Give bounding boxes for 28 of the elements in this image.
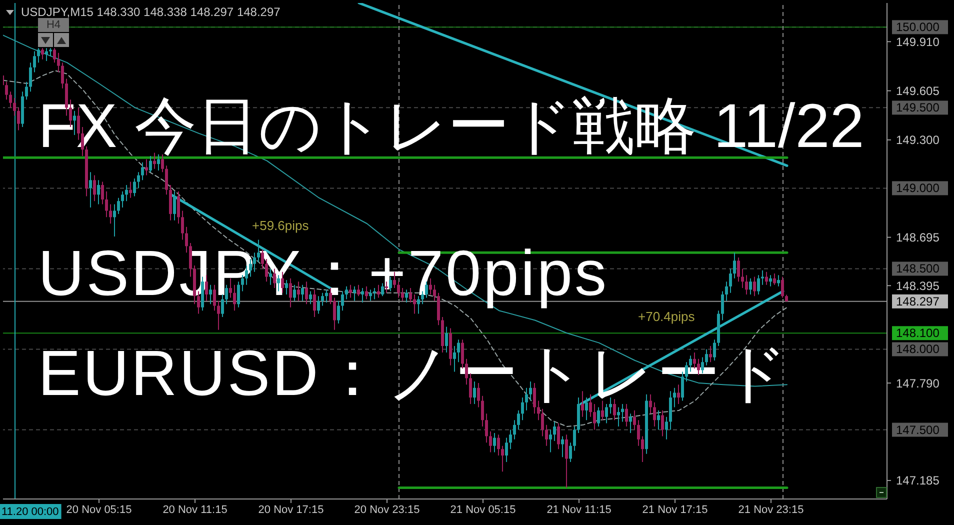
y-tick-label: 149.910	[896, 34, 940, 49]
y-tick-label: 148.695	[896, 230, 940, 245]
ref-line-label: 148.000	[896, 342, 940, 356]
x-tick-label: 21 Nov 23:15	[738, 504, 804, 516]
ref-line-label: 149.000	[896, 181, 940, 196]
ref-line-label: 150.000	[896, 20, 940, 34]
y-tick-label: 147.185	[896, 474, 940, 488]
x-tick-label: 20 Nov 11:15	[162, 504, 228, 516]
ref-line-label: 11.20 00:00	[2, 506, 59, 518]
x-tick-label: 20 Nov 23:15	[354, 504, 420, 516]
x-tick-label: 20 Nov 05:15	[66, 504, 132, 516]
ref-line-label: 148.297	[896, 294, 940, 308]
annotation: +70.4pips	[638, 309, 695, 324]
ref-line-label: 147.500	[896, 422, 940, 437]
x-tick-label: 21 Nov 11:15	[546, 504, 612, 516]
x-tick-label: 21 Nov 05:15	[450, 504, 516, 516]
y-tick-label: 148.395	[896, 278, 940, 293]
y-tick-label: 149.605	[896, 84, 940, 98]
ref-line-label: 148.500	[896, 262, 940, 276]
y-tick-label: 149.300	[896, 133, 940, 148]
x-tick-label: 20 Nov 17:15	[258, 504, 324, 516]
y-tick-label: 147.790	[896, 376, 940, 390]
ref-line-label: 149.500	[896, 100, 940, 115]
x-tick-label: 21 Nov 17:15	[642, 504, 708, 516]
ref-line-label: 148.100	[896, 326, 940, 340]
chart-subtitle: USDJPY,M15 148.330 148.338 148.297 148.297	[21, 5, 280, 19]
annotation: H4	[38, 18, 69, 32]
annotation: +59.6pips	[252, 218, 309, 233]
